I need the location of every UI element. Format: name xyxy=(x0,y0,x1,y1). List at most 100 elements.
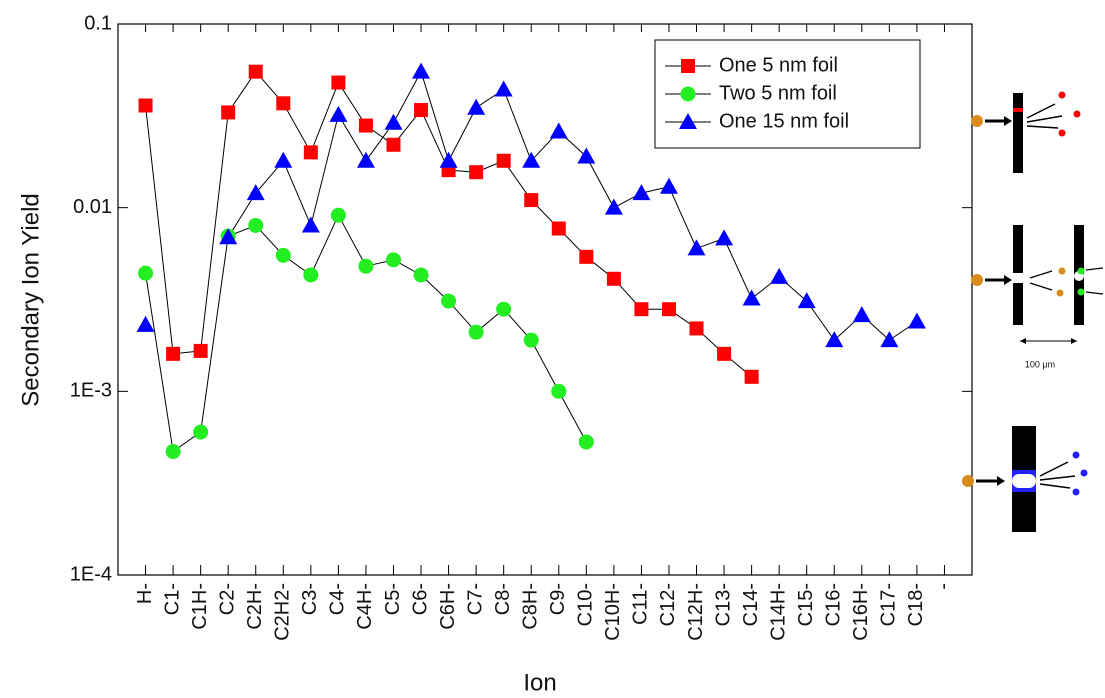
marker xyxy=(852,306,871,323)
marker xyxy=(579,249,594,264)
marker xyxy=(193,424,209,440)
marker xyxy=(274,151,293,168)
legend-marker xyxy=(680,86,696,102)
marker xyxy=(744,369,759,384)
marker xyxy=(385,252,401,268)
marker xyxy=(165,444,181,460)
marker xyxy=(523,332,539,348)
marker xyxy=(136,315,155,332)
y-tick-label: 0.1 xyxy=(84,12,112,34)
x-tick-label: C2- xyxy=(216,583,238,615)
marker xyxy=(138,98,153,113)
marker xyxy=(303,267,319,283)
marker xyxy=(356,151,375,168)
marker xyxy=(412,62,431,79)
x-tick-label: C4- xyxy=(327,583,349,615)
marker xyxy=(441,293,457,309)
marker xyxy=(880,331,899,348)
marker xyxy=(468,324,484,340)
marker xyxy=(246,184,265,201)
marker xyxy=(907,312,926,329)
marker xyxy=(414,103,429,118)
legend-marker xyxy=(681,59,695,73)
marker xyxy=(439,151,458,168)
diagram-thick-foil xyxy=(962,426,1088,532)
marker xyxy=(386,137,401,152)
diagram-one-foil xyxy=(971,91,1081,173)
marker xyxy=(549,122,568,139)
x-tick-label: C6- xyxy=(409,583,431,615)
x-tick-label: C12- xyxy=(657,583,679,626)
marker xyxy=(496,153,511,168)
x-tick-label: C11- xyxy=(630,583,652,625)
marker xyxy=(770,267,789,284)
x-tick-label: C7- xyxy=(464,583,486,615)
marker xyxy=(248,217,264,233)
marker xyxy=(797,292,816,309)
marker xyxy=(496,301,512,317)
marker xyxy=(604,198,623,215)
legend-label: One 5 nm foil xyxy=(719,54,838,76)
marker xyxy=(219,228,238,245)
marker xyxy=(330,207,346,223)
x-tick-label: H- xyxy=(134,583,156,604)
marker xyxy=(524,193,539,208)
marker xyxy=(384,113,403,130)
x-tick-label: C10H- xyxy=(602,583,624,641)
x-tick-label: C16- xyxy=(823,583,845,626)
x-tick-label: C4H- xyxy=(354,583,376,630)
x-tick-label: C15- xyxy=(795,583,817,626)
x-tick-label: C14- xyxy=(740,583,762,626)
x-tick-label: C2H2- xyxy=(272,583,294,641)
plot-frame xyxy=(117,23,973,576)
marker xyxy=(634,302,649,317)
marker xyxy=(715,229,734,246)
x-tick-label: - xyxy=(933,583,955,590)
marker xyxy=(551,221,566,236)
marker xyxy=(577,147,596,164)
x-tick-label: C13- xyxy=(712,583,734,626)
marker xyxy=(303,145,318,160)
x-tick-label: C5- xyxy=(382,583,404,615)
marker xyxy=(301,216,320,233)
marker xyxy=(221,105,236,120)
legend-label: Two 5 nm foil xyxy=(719,82,837,104)
marker xyxy=(825,331,844,348)
marker xyxy=(166,346,181,361)
marker xyxy=(138,265,154,281)
marker xyxy=(689,321,704,336)
y-tick-label: 1E-4 xyxy=(70,563,112,585)
x-tick-label: C17- xyxy=(878,583,900,626)
y-tick-label: 0.01 xyxy=(73,196,112,218)
marker xyxy=(193,343,208,358)
legend: One 5 nm foil Two 5 nm foil One 15 nm foil xyxy=(665,54,849,132)
x-tick-label: C1- xyxy=(161,583,183,615)
marker xyxy=(276,96,291,111)
x-tick-label: C1H- xyxy=(189,583,211,630)
marker xyxy=(358,118,373,133)
x-tick-label: C10- xyxy=(575,583,597,626)
marker xyxy=(358,258,374,274)
y-tick-label: 1E-3 xyxy=(70,380,112,402)
x-tick-label: C6H- xyxy=(437,583,459,630)
y-axis-title: Secondary Ion Yield xyxy=(17,193,44,406)
x-tick-label: C14H- xyxy=(767,583,789,641)
marker xyxy=(551,383,567,399)
marker xyxy=(661,302,676,317)
x-tick-label: C2H- xyxy=(244,583,266,630)
x-tick-label: C12H- xyxy=(685,583,707,641)
marker xyxy=(275,247,291,263)
marker xyxy=(606,271,621,286)
legend-marker xyxy=(679,113,697,129)
diagram-two-foils xyxy=(971,225,1104,344)
x-tick-label: C9- xyxy=(547,583,569,615)
marker xyxy=(578,434,594,450)
series-line xyxy=(227,70,918,341)
marker xyxy=(659,177,678,194)
x-axis-title: Ion xyxy=(523,669,556,696)
marker xyxy=(494,80,513,97)
scale-label: 100 μm xyxy=(1025,359,1055,369)
x-tick-label: C8H- xyxy=(520,583,542,630)
